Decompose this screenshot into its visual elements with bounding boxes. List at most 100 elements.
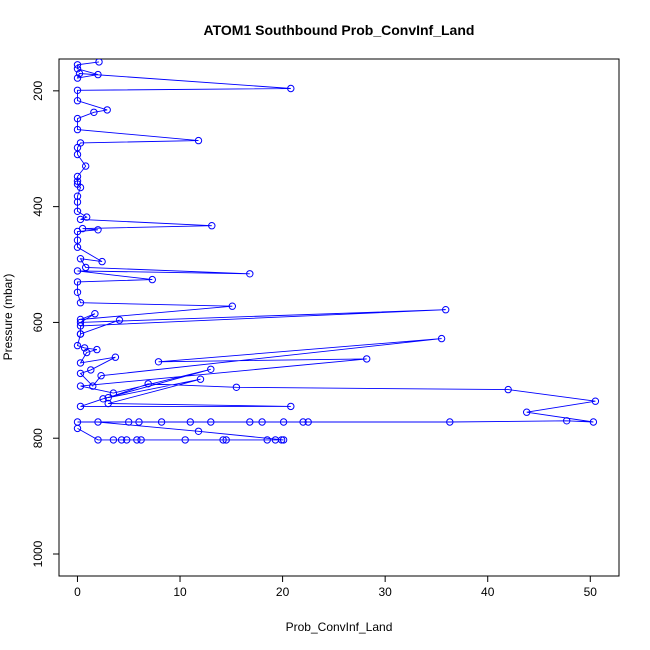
data-point [109,389,118,397]
x-axis: 0 10 20 30 40 50 [74,575,598,599]
y-tick-label: 1000 [31,540,45,567]
data-point [133,436,141,444]
data-point [437,334,446,343]
data-point [76,359,85,367]
plot-frame [58,58,620,577]
data-point [263,436,271,444]
data-point [109,436,118,444]
data-point [76,299,85,307]
data-point [523,408,531,416]
data-point [73,341,82,350]
data-point [73,74,82,82]
data-point [90,108,98,117]
data-point [97,372,105,380]
data-point [148,275,157,284]
data-point [194,427,203,435]
data-point [135,418,143,426]
data-point [80,344,89,352]
data-point [246,270,254,278]
y-tick-label: 400 [31,196,45,216]
data-point [73,267,82,275]
data-point [196,375,205,383]
data-point [73,278,82,286]
data-point [95,59,103,66]
data-point [87,366,95,374]
data-point [73,114,82,123]
data-point [73,192,82,200]
data-point [94,436,102,444]
x-tick-label: 20 [276,585,290,599]
data-point [287,84,295,93]
data-point [76,315,85,324]
data-point [98,257,106,266]
data-point [258,418,266,426]
y-tick-label: 600 [31,312,45,332]
data-point [76,330,85,338]
data-point [279,436,288,444]
data-point [563,417,571,425]
y-tick-label: 800 [31,428,45,448]
data-point [137,436,145,444]
data-point [94,418,102,426]
x-tick-label: 50 [584,585,598,599]
data-point [73,86,82,95]
data-point [76,382,85,390]
data-point [73,288,82,296]
data-point [99,395,107,403]
data-point [186,418,195,426]
data-point [144,380,152,388]
data-point [76,215,85,224]
data-point [89,382,97,390]
data-point [73,180,82,188]
y-axis-label: Pressure (mbar) [1,274,15,361]
data-point [111,353,120,361]
data-point [104,394,112,402]
data-point [207,365,215,373]
data-point [83,213,91,221]
data-point [73,236,82,244]
data-point [78,224,87,233]
x-tick-label: 40 [481,585,495,599]
data-point [279,418,288,426]
data-point [73,243,82,251]
data-point [232,383,241,391]
data-point [104,399,112,408]
data-point [82,162,90,170]
data-point [73,198,82,206]
series-group [73,59,600,444]
data-point [73,418,82,426]
data-point [442,306,450,314]
data-point [207,418,215,426]
data-point [446,418,454,426]
x-tick-label: 0 [74,585,81,599]
data-point [589,418,598,426]
data-point [154,358,163,366]
data-point [591,397,600,405]
data-point [123,436,131,444]
y-tick-label: 200 [31,81,45,101]
data-point [73,125,82,134]
data-point [125,418,133,426]
data-point [82,263,90,272]
data-point [103,106,111,114]
data-point [194,136,203,145]
data-point [228,302,237,310]
data-point [208,222,216,230]
x-tick-label: 10 [173,585,187,599]
data-point [73,61,82,69]
data-point [219,436,227,444]
chart-title: ATOM1 Southbound Prob_ConvInf_Land [204,22,475,38]
data-point [76,369,85,378]
data-point [94,70,102,79]
x-tick-label: 30 [378,585,392,599]
data-point [157,418,166,426]
data-point [75,69,84,78]
data-point [304,418,312,426]
data-point [73,97,82,105]
plot-area [73,59,600,444]
data-point [93,345,101,354]
data-point [76,402,85,411]
data-point [94,226,102,234]
data-point [83,348,91,357]
data-point [76,255,85,263]
